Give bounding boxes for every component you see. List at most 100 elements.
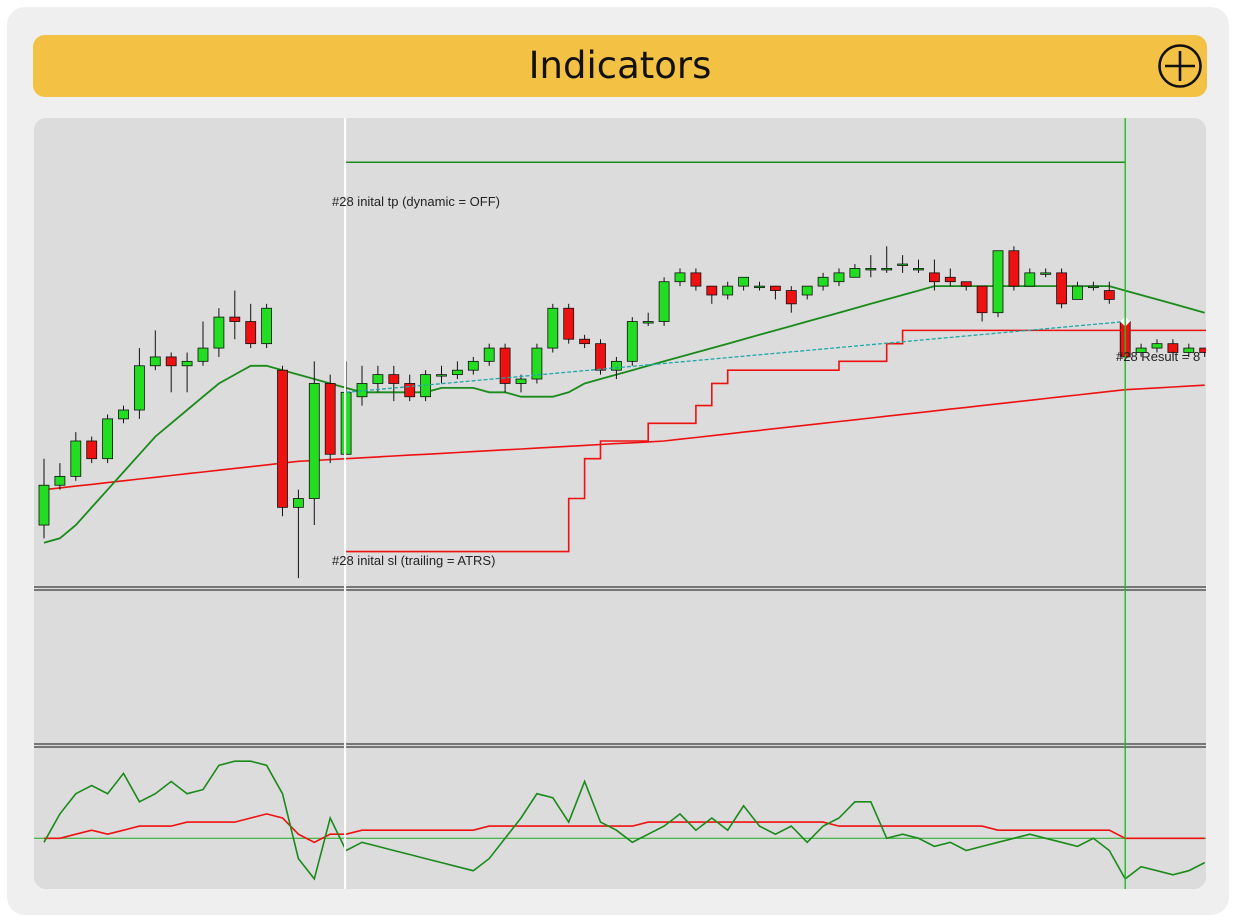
candle xyxy=(38,458,50,539)
candle xyxy=(849,264,861,278)
circle-plus-icon[interactable] xyxy=(1157,43,1203,89)
candle xyxy=(1151,339,1163,353)
candle-body-bear xyxy=(1199,347,1206,353)
candle xyxy=(929,259,940,291)
candle xyxy=(118,405,129,424)
candle xyxy=(1183,343,1195,357)
tp-label: #28 inital tp (dynamic = OFF) xyxy=(332,194,500,209)
candle-body-bear xyxy=(944,276,956,283)
candle xyxy=(913,259,924,273)
candle xyxy=(738,276,749,291)
chart-panel[interactable]: #28 inital tp (dynamic = OFF) #28 inital… xyxy=(34,118,1206,889)
candle xyxy=(1072,281,1083,300)
candle-body-bear xyxy=(690,272,702,287)
candle xyxy=(563,303,575,344)
overlay-lines xyxy=(344,118,1206,889)
candle-body-bear xyxy=(324,383,336,455)
candle xyxy=(149,330,161,371)
candle-body-bull xyxy=(722,285,734,296)
candle xyxy=(642,312,654,326)
candle xyxy=(436,365,447,384)
candle xyxy=(308,361,320,526)
indicators-header[interactable]: Indicators xyxy=(33,35,1207,97)
candle-body-bull xyxy=(118,409,129,420)
candle-body-bear xyxy=(785,290,797,305)
candle xyxy=(1008,246,1020,291)
candle-body-bull xyxy=(849,268,861,278)
candle xyxy=(579,334,590,349)
candle-body-bull xyxy=(1183,347,1195,353)
candle xyxy=(881,246,893,273)
candle xyxy=(213,308,225,357)
candle xyxy=(547,303,559,353)
candle-body-bull xyxy=(642,321,654,324)
candle-body-bull xyxy=(1088,285,1099,289)
candle-body-bull xyxy=(1040,272,1052,275)
candle xyxy=(181,352,193,393)
candle xyxy=(754,281,765,291)
candle-body-bull xyxy=(738,276,749,287)
candle-body-bull xyxy=(436,374,447,377)
candle xyxy=(245,303,257,349)
candle-body-bull xyxy=(54,475,66,486)
candle-body-bull xyxy=(308,383,320,499)
candle-body-bull xyxy=(213,316,225,349)
candle-body-bear xyxy=(1056,272,1067,305)
candle-body-bull xyxy=(611,360,622,371)
candle-body-bull xyxy=(372,374,384,384)
main-price-pane xyxy=(38,246,1206,579)
candle xyxy=(451,361,463,380)
candle-body-bull xyxy=(292,498,304,508)
candle xyxy=(722,281,734,300)
candle-body-bull xyxy=(674,272,686,283)
candle xyxy=(404,374,416,402)
candle-body-bull xyxy=(38,484,50,526)
candle xyxy=(356,365,368,406)
candle xyxy=(1103,281,1115,304)
chart-canvas[interactable]: #28 inital tp (dynamic = OFF) #28 inital… xyxy=(34,118,1206,889)
candle xyxy=(54,463,66,490)
candle-body-bear xyxy=(229,316,241,322)
candle xyxy=(499,343,511,393)
candle xyxy=(992,250,1004,318)
candle-body-bull xyxy=(913,268,924,271)
candle xyxy=(388,365,400,402)
candle xyxy=(515,374,527,393)
candle-body-bull xyxy=(483,347,495,362)
candle-body-bear xyxy=(499,347,511,384)
candle xyxy=(165,352,177,393)
candle xyxy=(1167,339,1179,357)
candle-body-bull xyxy=(515,378,527,384)
candle-body-bear xyxy=(1167,343,1179,353)
candle-body-bear xyxy=(1008,250,1020,287)
candle-body-bull xyxy=(547,307,559,349)
candle xyxy=(467,356,479,375)
osc-red-line xyxy=(44,813,1205,844)
candle xyxy=(1199,347,1206,357)
candle xyxy=(197,321,209,366)
candle-body-bear xyxy=(770,285,781,291)
candle xyxy=(960,281,972,291)
candle xyxy=(674,268,686,287)
candle-body-bear xyxy=(563,307,575,340)
candle xyxy=(134,348,145,419)
candle xyxy=(86,436,98,464)
candle-body-bear xyxy=(579,338,590,345)
candle-body-bull xyxy=(1024,272,1036,287)
candle-body-bull xyxy=(1151,343,1163,349)
candle-body-bull xyxy=(1072,285,1083,300)
candle-body-bull xyxy=(801,285,813,296)
candle-body-bear xyxy=(1103,290,1115,300)
candle-body-bear xyxy=(929,272,940,283)
trade-connector-line xyxy=(346,320,1126,393)
candle xyxy=(706,285,718,304)
candle-body-bull xyxy=(531,347,543,380)
candle-body-bull xyxy=(817,276,829,287)
candle-body-bear xyxy=(165,356,177,367)
candle-body-bull xyxy=(467,360,479,371)
candle xyxy=(690,268,702,291)
candle xyxy=(292,489,304,579)
candle xyxy=(817,272,829,291)
candle-body-bull xyxy=(754,285,765,289)
candle-body-bull xyxy=(197,347,209,362)
